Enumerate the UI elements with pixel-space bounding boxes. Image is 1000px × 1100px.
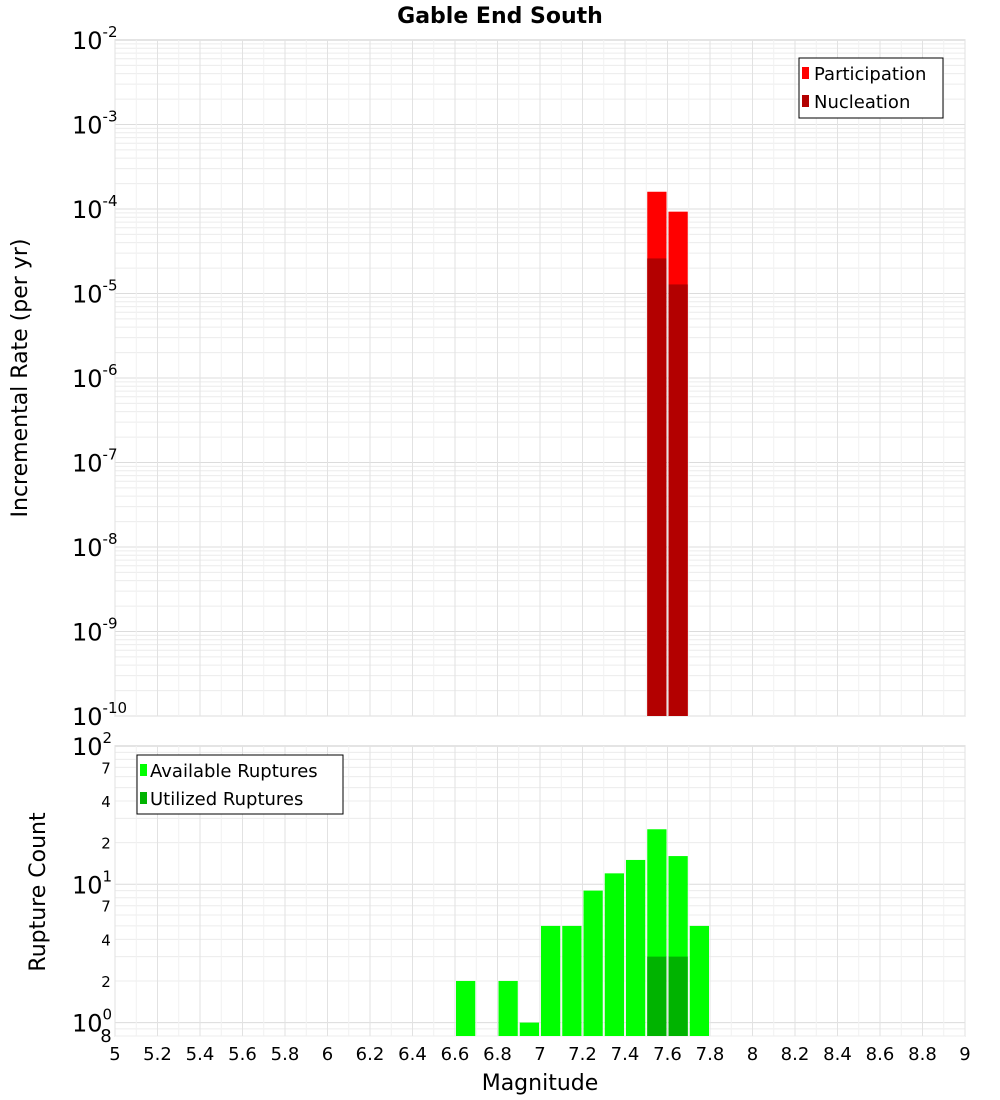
top-legend-box	[798, 57, 944, 119]
y-tick-label: 10-7	[72, 446, 118, 478]
bottom-y-tick-labels: 100 101 102 8 2 4 7 2 4 7	[72, 729, 112, 1047]
y-minor-tick-label: 4	[101, 793, 111, 811]
legend-swatch-utilized	[140, 792, 147, 804]
bar-available-ruptures	[519, 1022, 539, 1036]
x-tick-label: 7.8	[696, 1044, 725, 1065]
y-minor-tick-label: 8	[100, 1026, 111, 1047]
bar-available-ruptures	[456, 980, 476, 1036]
legend-swatch-available	[140, 764, 147, 776]
x-tick-label: 8	[747, 1044, 758, 1065]
y-tick-label: 10-10	[72, 699, 127, 731]
legend-label-utilized: Utilized Ruptures	[150, 789, 303, 810]
bar-utilized-ruptures	[647, 956, 667, 1036]
x-tick-label: 6.8	[483, 1044, 512, 1065]
bar-nucleation	[647, 258, 667, 716]
legend-swatch-nucleation	[802, 95, 809, 107]
x-tick-label: 6.4	[398, 1044, 427, 1065]
y-tick-label: 100	[72, 1006, 112, 1038]
y-minor-tick-label: 7	[101, 898, 111, 916]
x-tick-label: 8.8	[908, 1044, 937, 1065]
top-gridlines	[114, 40, 966, 717]
legend-label-nucleation: Nucleation	[814, 92, 910, 113]
bottom-gridlines	[114, 746, 966, 1037]
bar-available-ruptures	[604, 873, 624, 1036]
y-tick-label: 10-9	[72, 615, 118, 647]
y-minor-tick-label: 7	[101, 759, 111, 777]
x-tick-label: 6.2	[356, 1044, 385, 1065]
x-tick-label: 9	[959, 1044, 970, 1065]
y-minor-tick-label: 2	[101, 835, 111, 853]
x-tick-label: 8.2	[781, 1044, 810, 1065]
x-tick-label: 5.2	[143, 1044, 172, 1065]
y-minor-tick-label: 2	[101, 973, 111, 991]
y-tick-label: 10-5	[72, 277, 118, 309]
bar-available-ruptures	[583, 890, 603, 1036]
y-tick-label: 10-4	[72, 192, 118, 224]
bottom-y-axis-label: Rupture Count	[26, 812, 51, 972]
y-tick-label: 102	[72, 729, 112, 761]
y-tick-label: 10-3	[72, 108, 118, 140]
bar-utilized-ruptures	[668, 956, 688, 1036]
x-tick-label: 8.6	[866, 1044, 895, 1065]
bottom-legend: Available Ruptures Utilized Ruptures	[136, 754, 344, 815]
x-tick-label: 6.6	[441, 1044, 470, 1065]
bar-nucleation	[668, 284, 688, 716]
y-minor-tick-label: 4	[101, 931, 111, 949]
top-y-axis-label: Incremental Rate (per yr)	[8, 239, 33, 518]
x-axis-label: Magnitude	[482, 1071, 599, 1096]
bottom-bars	[456, 829, 709, 1036]
y-tick-label: 10-2	[72, 23, 118, 55]
top-plot-panel: 10-10 10-9 10-8 10-7 10-6 10-5 10-4 10-3 10-2 In…	[8, 23, 966, 731]
x-tick-label: 5.8	[271, 1044, 300, 1065]
legend-label-participation: Participation	[814, 64, 926, 85]
top-y-tick-labels: 10-10 10-9 10-8 10-7 10-6 10-5 10-4 10-3 10-2	[72, 23, 127, 731]
x-tick-label: 7.6	[653, 1044, 682, 1065]
chart-title: Gable End South	[397, 4, 603, 29]
x-tick-label: 7.2	[568, 1044, 597, 1065]
x-tick-label: 5	[109, 1044, 120, 1065]
x-tick-label: 6	[322, 1044, 333, 1065]
bar-available-ruptures	[626, 859, 646, 1036]
y-tick-label: 10-8	[72, 530, 118, 562]
bar-available-ruptures	[541, 925, 561, 1036]
bottom-plot-panel: 100 101 102 8 2 4 7 2 4 7 5 5.2 5.4 5.6 5.8 6 6.2 6.4 6.6…	[26, 729, 971, 1096]
x-tick-label: 7.4	[611, 1044, 640, 1065]
x-tick-labels: 5 5.2 5.4 5.6 5.8 6 6.2 6.4 6.6 6.8 7 7.2 7.4 7.6 7.8 8…	[109, 1044, 970, 1065]
x-tick-label: 5.4	[186, 1044, 215, 1065]
bar-available-ruptures	[498, 980, 518, 1036]
top-bars	[647, 191, 688, 717]
x-tick-label: 7	[534, 1044, 545, 1065]
y-tick-label: 101	[72, 867, 112, 899]
y-tick-label: 10-6	[72, 361, 118, 393]
x-tick-label: 8.4	[823, 1044, 852, 1065]
x-tick-label: 5.6	[228, 1044, 257, 1065]
bottom-legend-box	[136, 754, 344, 815]
legend-label-available: Available Ruptures	[150, 761, 318, 782]
top-legend: Participation Nucleation	[798, 57, 944, 119]
legend-swatch-participation	[802, 67, 809, 79]
bar-available-ruptures	[689, 925, 709, 1036]
bar-available-ruptures	[562, 925, 582, 1036]
